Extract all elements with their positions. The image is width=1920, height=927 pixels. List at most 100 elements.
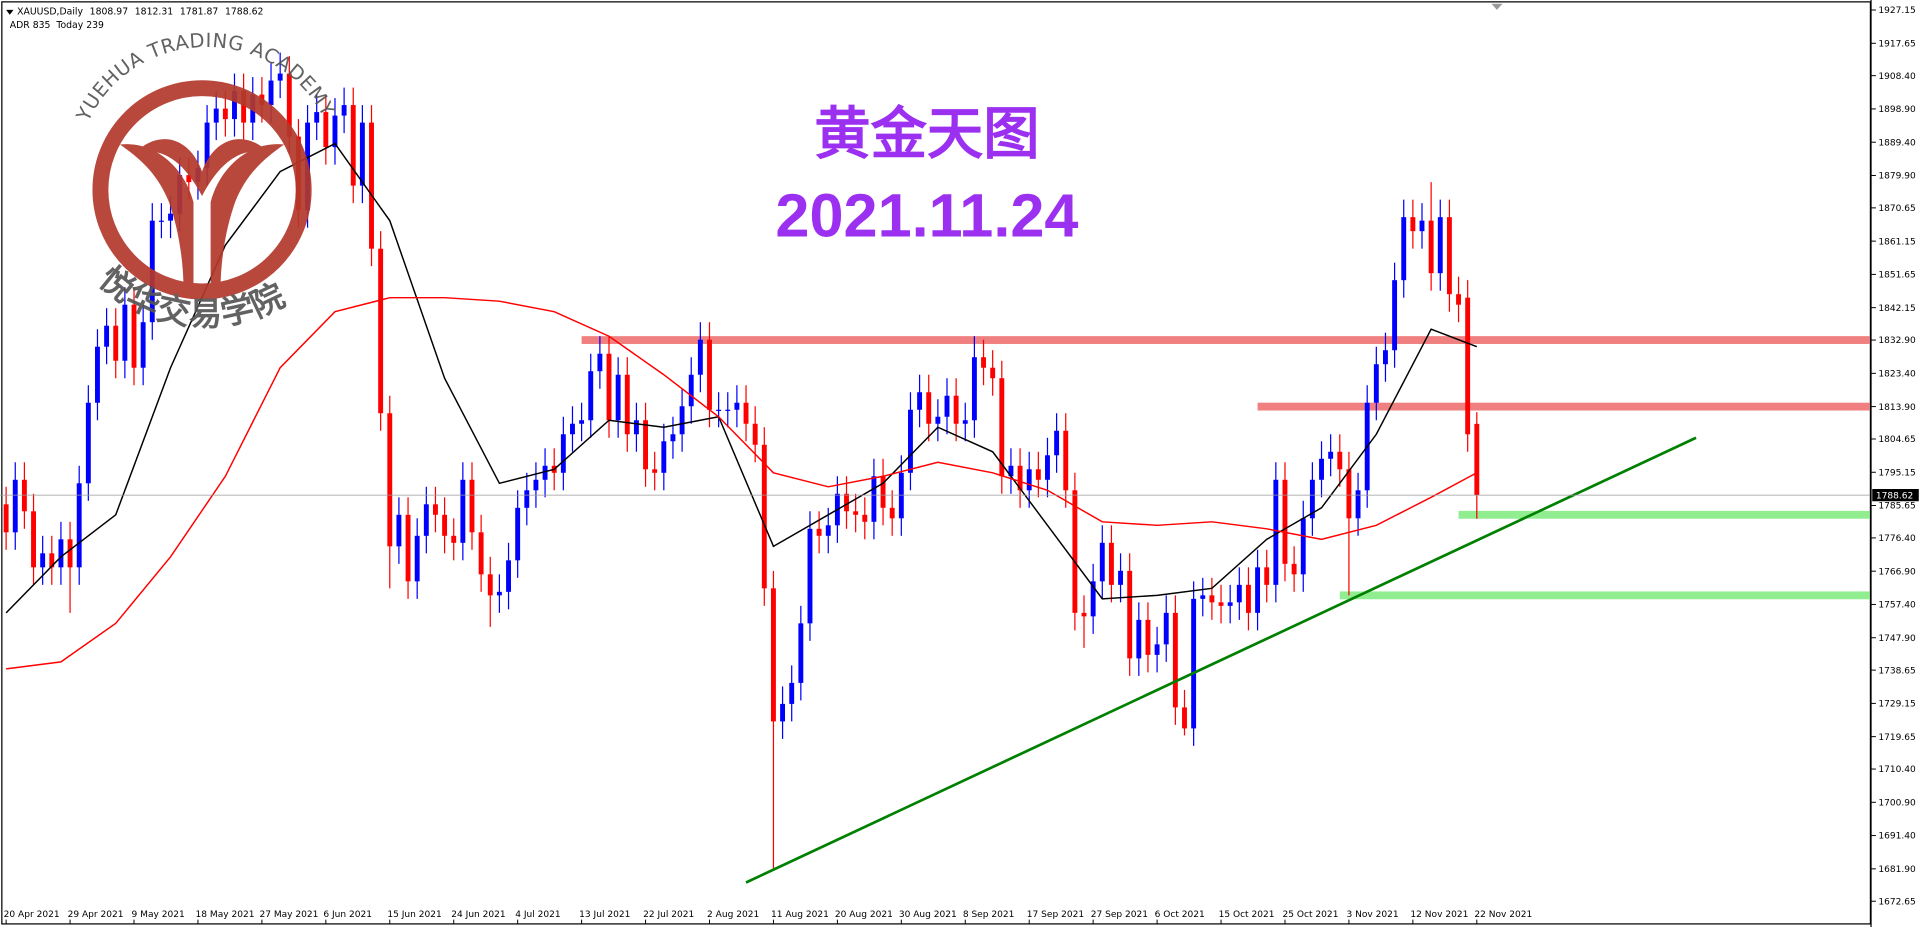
- candle-body: [158, 220, 164, 222]
- x-tick-label: 8 Sep 2021: [963, 910, 1015, 920]
- candle-body: [953, 395, 959, 424]
- candle-body: [999, 378, 1005, 477]
- candle-body: [286, 73, 292, 137]
- y-tick-label: 1898.90: [1878, 105, 1916, 115]
- y-tick-label: 1813.90: [1878, 403, 1916, 413]
- candle-body: [661, 441, 667, 473]
- candle-body: [85, 402, 91, 484]
- candle-body: [1465, 297, 1471, 435]
- logo-leaf-left: [120, 144, 194, 294]
- candle-body: [1163, 612, 1169, 645]
- candle-body: [533, 479, 539, 491]
- candle-body: [1419, 220, 1425, 232]
- candle-body: [496, 591, 502, 596]
- candle-body: [1209, 595, 1215, 603]
- candle-body: [1255, 567, 1261, 613]
- logo-ring: [92, 80, 312, 300]
- candle-body: [1319, 458, 1324, 480]
- candle-body: [606, 353, 612, 421]
- x-tick-label: 15 Oct 2021: [1219, 910, 1275, 920]
- candle-body: [387, 413, 393, 547]
- candle-body: [1282, 479, 1288, 564]
- level-zone: [1339, 591, 1870, 600]
- candle-body: [1456, 294, 1461, 305]
- y-tick-label: 1917.65: [1878, 39, 1915, 49]
- price-label: 1788.62: [1876, 491, 1913, 501]
- candle-body: [1045, 455, 1050, 480]
- x-tick-label: 18 May 2021: [196, 910, 255, 920]
- y-tick-label: 1691.40: [1878, 832, 1916, 842]
- candle-body: [95, 346, 100, 403]
- level-zone: [581, 336, 1870, 344]
- candle-body: [1182, 707, 1187, 729]
- candle-body: [825, 525, 831, 536]
- candle-body: [396, 514, 402, 547]
- x-tick-label: 15 Jun 2021: [387, 910, 441, 920]
- candle-body: [506, 560, 511, 592]
- candle-body: [1172, 612, 1178, 708]
- candle-body: [624, 374, 630, 435]
- candle-body: [643, 420, 648, 470]
- candle-body: [716, 409, 722, 411]
- candle-body: [469, 479, 475, 533]
- candle-body: [880, 476, 886, 508]
- y-tick-label: 1927.15: [1878, 6, 1915, 16]
- candle-body: [314, 112, 320, 123]
- candle-body: [1355, 490, 1361, 519]
- candle-body: [67, 539, 73, 568]
- candle-body: [679, 406, 685, 435]
- x-tick-label: 2 Aug 2021: [707, 910, 759, 920]
- candle-body: [1383, 350, 1388, 365]
- x-tick-label: 6 Oct 2021: [1155, 910, 1205, 920]
- candle-body: [734, 402, 740, 410]
- candle-body: [222, 108, 228, 120]
- candle-body: [378, 248, 384, 414]
- candle-body: [277, 73, 283, 81]
- x-tick-label: 12 Nov 2021: [1410, 910, 1468, 920]
- x-tick-label: 11 Aug 2021: [771, 910, 829, 920]
- candle-body: [442, 514, 448, 536]
- candle-body: [652, 469, 658, 473]
- y-tick-label: 1879.90: [1878, 172, 1916, 182]
- y-tick-label: 1832.90: [1878, 336, 1916, 346]
- y-tick-label: 1738.65: [1878, 666, 1915, 676]
- candle-body: [359, 122, 365, 186]
- x-tick-label: 22 Nov 2021: [1474, 910, 1532, 920]
- candle-body: [104, 325, 110, 347]
- logo-crown: [134, 139, 270, 196]
- candle-body: [1346, 469, 1352, 519]
- candle-body: [341, 105, 347, 116]
- candle-body: [1026, 469, 1032, 491]
- candle-body: [451, 535, 457, 543]
- price-label-box: [1872, 489, 1919, 502]
- candle-body: [460, 479, 466, 543]
- candle-body: [40, 553, 46, 568]
- candle-body: [1108, 542, 1114, 585]
- y-tick-label: 1681.90: [1878, 865, 1916, 875]
- x-tick-label: 29 Apr 2021: [68, 910, 124, 920]
- candle-body: [31, 511, 36, 568]
- candle-body: [1200, 595, 1206, 599]
- candle-body: [1218, 602, 1224, 606]
- candle-body: [3, 504, 9, 533]
- candle-body: [633, 420, 639, 435]
- candle-body: [579, 420, 585, 424]
- candle-body: [1446, 217, 1452, 295]
- y-tick-label: 1861.15: [1878, 237, 1915, 247]
- y-tick-label: 1710.40: [1878, 765, 1916, 775]
- level-zone: [1257, 402, 1870, 411]
- candle-body: [1245, 584, 1251, 613]
- candle-body: [1227, 602, 1233, 606]
- candle-body: [1081, 612, 1087, 617]
- candle-body: [1136, 619, 1142, 659]
- x-tick-label: 4 Jul 2021: [515, 910, 560, 920]
- x-tick-label: 13 Jul 2021: [579, 910, 630, 920]
- candle-body: [1054, 430, 1060, 456]
- y-tick-label: 1776.40: [1878, 534, 1916, 544]
- candle-body: [168, 213, 173, 221]
- candle-body: [49, 553, 55, 568]
- y-tick-label: 1889.40: [1878, 138, 1916, 148]
- candle-body: [204, 122, 210, 169]
- candle-body: [798, 623, 804, 683]
